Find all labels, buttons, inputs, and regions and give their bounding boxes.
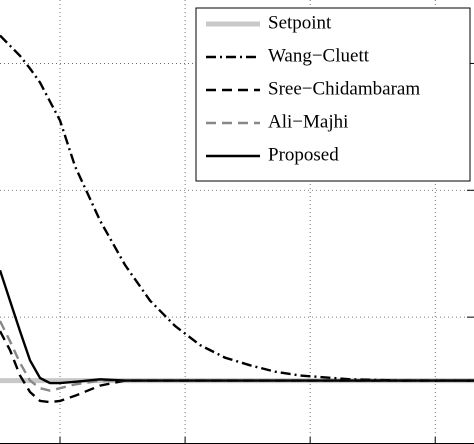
series-line (0, 330, 474, 404)
legend-box (195, 7, 471, 182)
legend-label: Proposed (268, 144, 339, 165)
series-line (0, 269, 474, 385)
legend-label: Sree−Chidambaram (268, 78, 420, 99)
legend-label: Ali−Majhi (268, 111, 348, 132)
legend-label: Setpoint (268, 12, 332, 33)
legend-label: Wang−Cluett (268, 45, 370, 66)
series-line (0, 34, 474, 382)
